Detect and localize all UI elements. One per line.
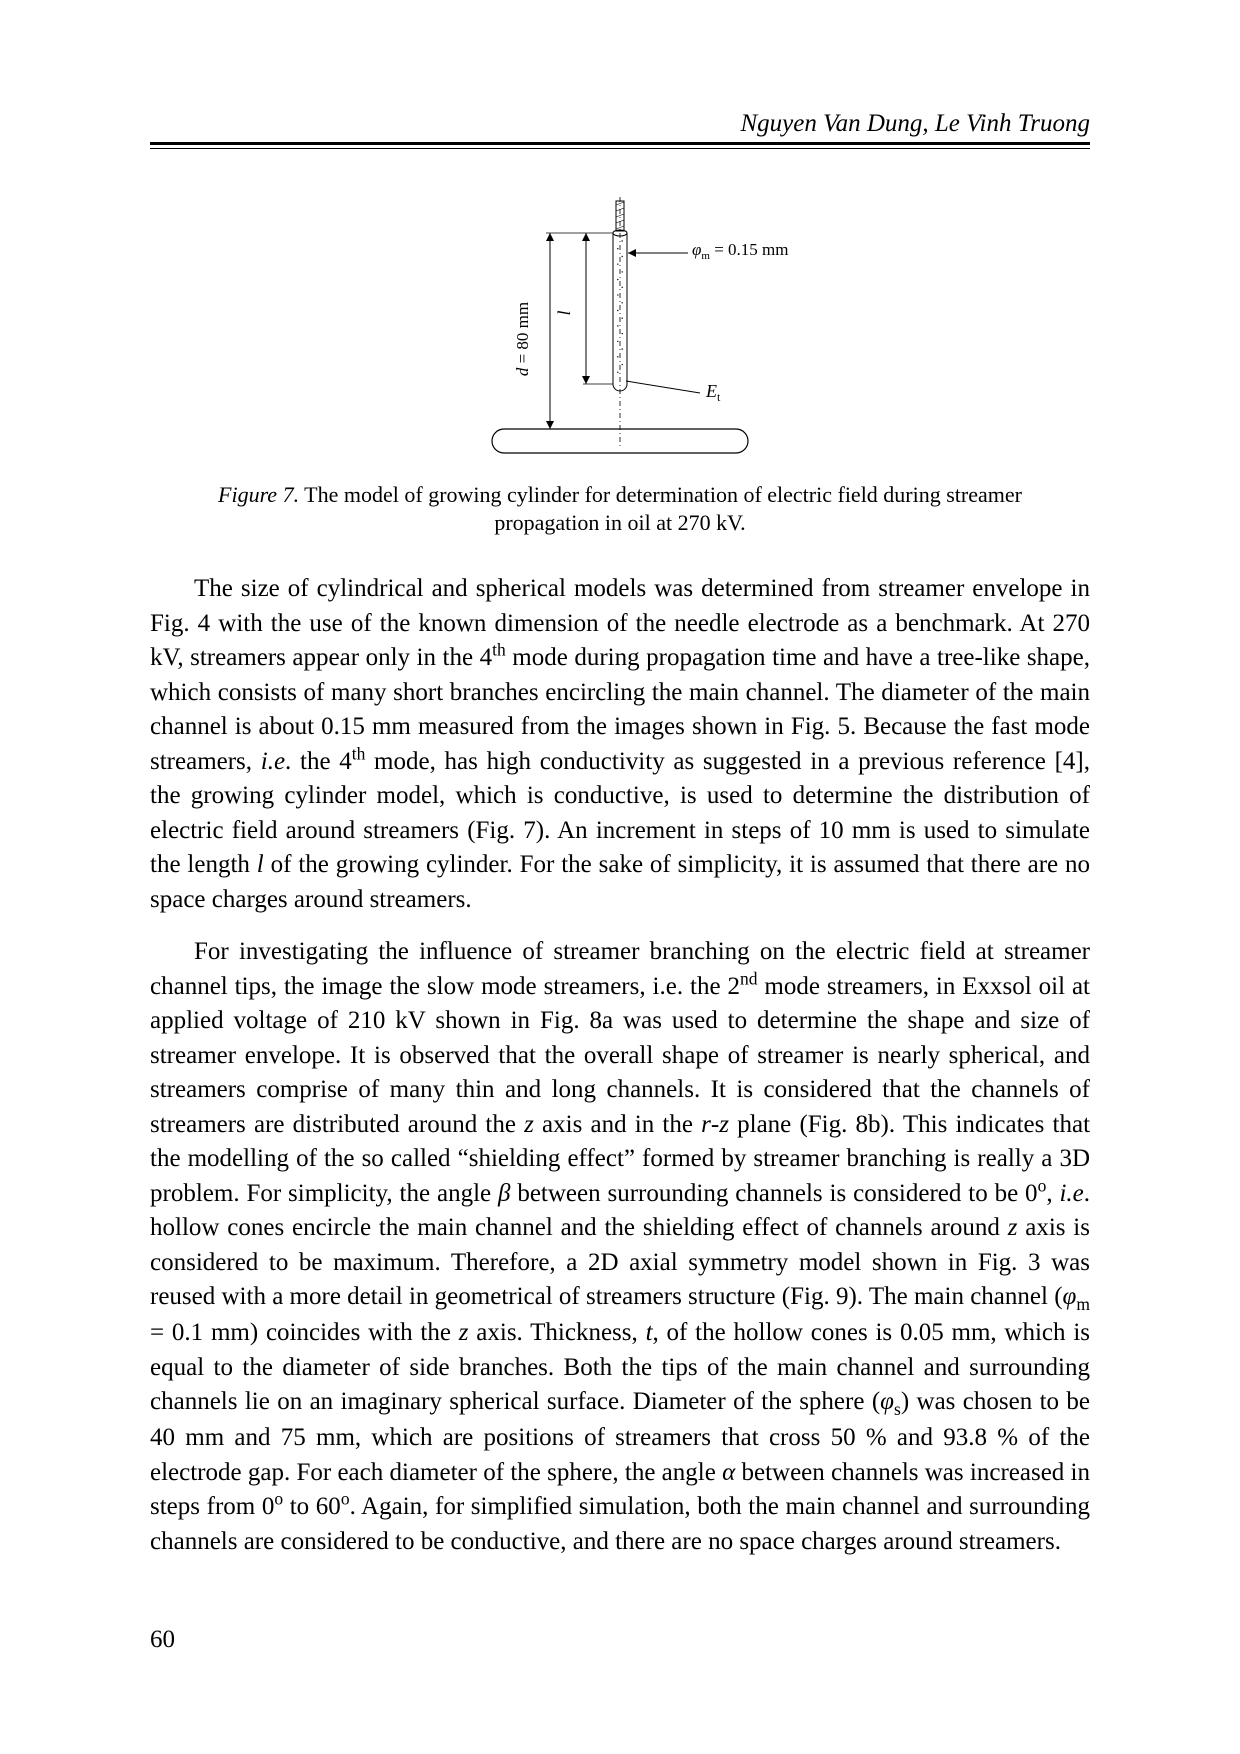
figure-7-number: Figure 7. [218, 482, 299, 507]
p2-c: axis and in the [534, 1111, 701, 1138]
p2-t: t [646, 1319, 653, 1346]
p2-r: r [701, 1111, 711, 1138]
figure-7-caption-text: The model of growing cylinder for determ… [299, 482, 1022, 535]
p2-ie: i.e [1059, 1180, 1083, 1207]
p2-z3: z [1008, 1214, 1018, 1241]
p2-deg3: o [341, 1489, 350, 1509]
p2-phis-sub: s [894, 1399, 901, 1419]
svg-text:Et: Et [705, 381, 721, 404]
header-rule-thin [150, 148, 1090, 149]
figure-7-caption: Figure 7. The model of growing cylinder … [197, 481, 1043, 536]
p2-z1: z [524, 1111, 534, 1138]
p2-deg1: o [1038, 1175, 1047, 1195]
header-authors: Nguyen Van Dung, Le Vinh Truong [150, 110, 1090, 138]
page-number: 60 [150, 1626, 175, 1654]
p2-j: axis. Thickness, [468, 1319, 645, 1346]
p2-i: = 0.1 mm) coincides with the [150, 1319, 459, 1346]
p1-sup1: th [492, 640, 506, 660]
paragraph-2: For investigating the influence of strea… [150, 935, 1090, 1559]
svg-text:l: l [554, 310, 574, 315]
p2-f: , [1046, 1180, 1059, 1207]
p2-deg2: o [274, 1489, 283, 1509]
p2-c2: - [711, 1111, 719, 1138]
p1-ie: i.e [261, 748, 285, 775]
p2-phim: φ [1063, 1283, 1077, 1310]
p2-e: between surrounding channels is consider… [510, 1180, 1037, 1207]
p2-beta: β [498, 1180, 510, 1207]
svg-text:φm = 0.15 mm: φm = 0.15 mm [692, 240, 789, 262]
p1-c: . the 4 [285, 748, 352, 775]
p2-phis: φ [880, 1388, 894, 1415]
p2-n: to 60 [283, 1493, 341, 1520]
p2-alpha: α [722, 1459, 735, 1486]
header-rule-thick [150, 142, 1090, 145]
p1-e: of the growing cylinder. For the sake of… [150, 851, 1090, 913]
p1-sup2: th [352, 743, 366, 763]
p2-phim-sub: m [1076, 1294, 1090, 1314]
svg-text:d = 80 mm: d = 80 mm [513, 302, 532, 376]
p2-sup1: nd [740, 968, 758, 988]
paragraph-1: The size of cylindrical and spherical mo… [150, 572, 1090, 917]
p2-z2: z [719, 1111, 729, 1138]
figure-7: d = 80 mm l φm = 0.15 mm Et [150, 189, 1090, 469]
p1-l: l [257, 851, 264, 878]
